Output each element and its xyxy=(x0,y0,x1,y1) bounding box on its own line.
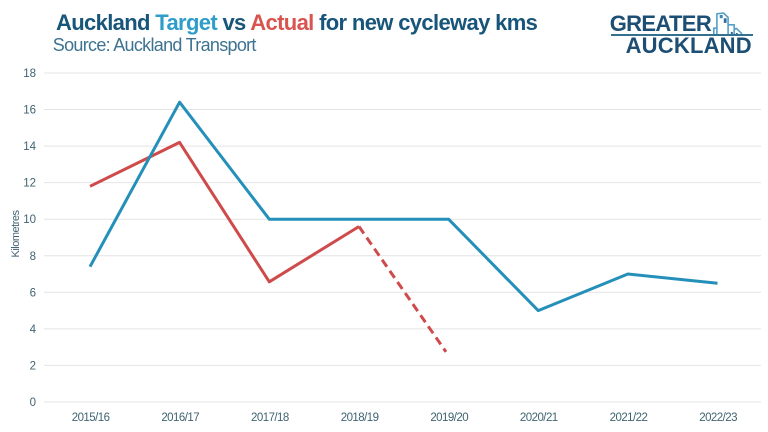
svg-text:6: 6 xyxy=(30,287,36,299)
svg-text:2022/23: 2022/23 xyxy=(699,412,737,424)
svg-text:16: 16 xyxy=(23,105,36,117)
svg-text:0: 0 xyxy=(30,397,36,409)
svg-text:14: 14 xyxy=(23,141,36,153)
svg-text:2018/19: 2018/19 xyxy=(341,412,379,424)
svg-text:2015/16: 2015/16 xyxy=(72,412,110,424)
svg-text:2020/21: 2020/21 xyxy=(520,412,558,424)
svg-text:8: 8 xyxy=(30,251,36,263)
svg-text:2019/20: 2019/20 xyxy=(430,412,468,424)
svg-text:2021/22: 2021/22 xyxy=(610,412,648,424)
svg-text:10: 10 xyxy=(23,214,36,226)
svg-text:2017/18: 2017/18 xyxy=(251,412,289,424)
svg-text:2: 2 xyxy=(30,360,36,372)
svg-text:12: 12 xyxy=(23,178,36,190)
svg-text:4: 4 xyxy=(30,324,37,336)
svg-text:2016/17: 2016/17 xyxy=(161,412,199,424)
svg-text:18: 18 xyxy=(23,68,36,80)
